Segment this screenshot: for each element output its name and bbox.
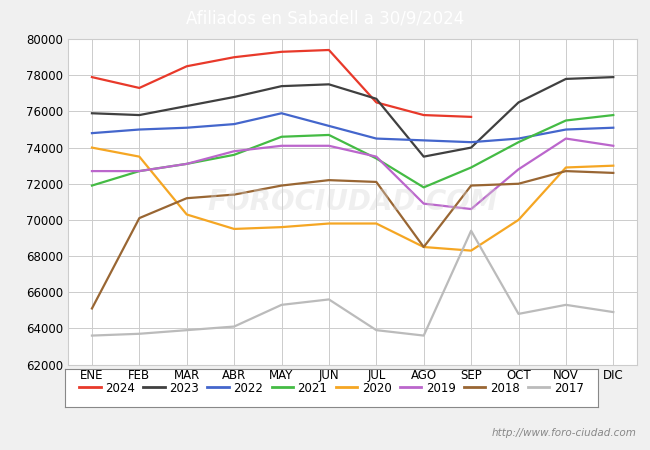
Text: FOROCIUDAD.COM: FOROCIUDAD.COM: [207, 188, 498, 216]
Legend: 2024, 2023, 2022, 2021, 2020, 2019, 2018, 2017: 2024, 2023, 2022, 2021, 2020, 2019, 2018…: [75, 377, 588, 399]
Text: http://www.foro-ciudad.com: http://www.foro-ciudad.com: [492, 428, 637, 438]
Text: Afiliados en Sabadell a 30/9/2024: Afiliados en Sabadell a 30/9/2024: [186, 9, 464, 27]
